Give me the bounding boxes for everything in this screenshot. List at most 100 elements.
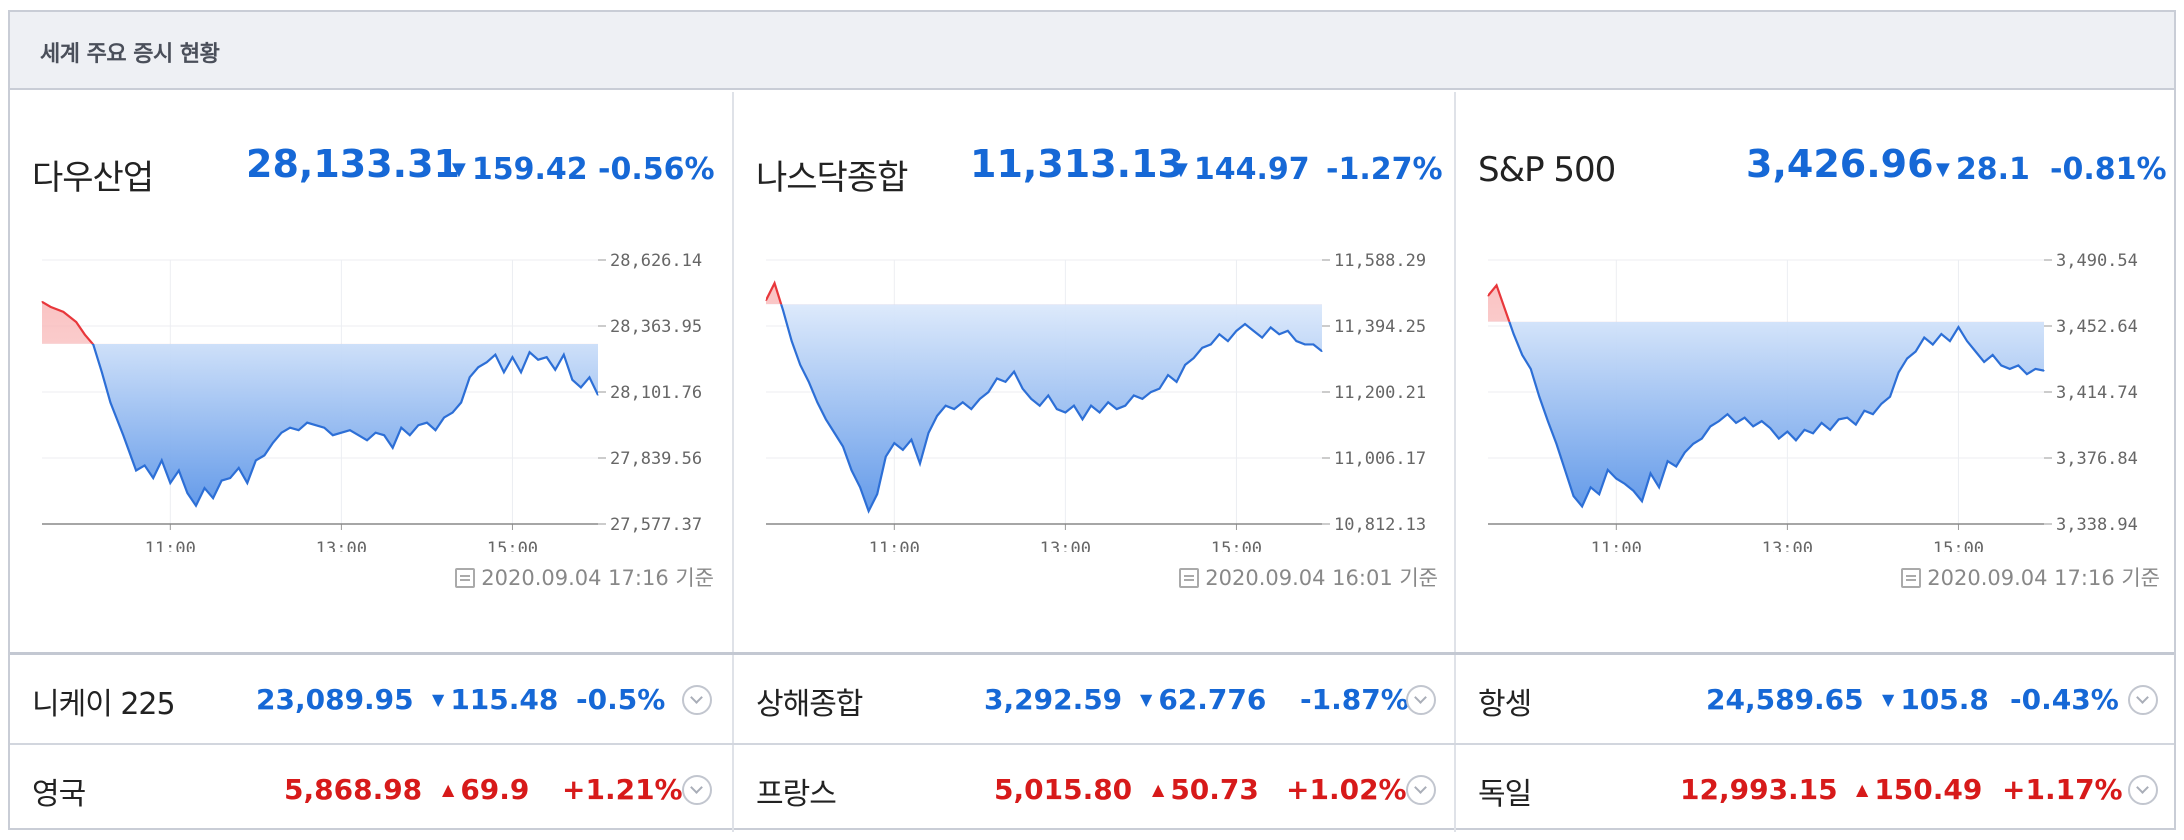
index-panel-dow[interactable]: 다우산업 28,133.31 ▼ 159.42 -0.56% 28,626.14 2…: [10, 92, 732, 652]
data-point: [893, 442, 895, 444]
index-row[interactable]: 독일 12,993.15 ▲ 150.49 +1.17%: [1456, 745, 2178, 833]
index-row[interactable]: 니케이 225 23,089.95 ▼ 115.48 -0.5%: [10, 655, 732, 743]
data-point: [868, 510, 870, 512]
data-point: [84, 333, 86, 336]
data-point: [1030, 398, 1032, 400]
index-panel-sp500[interactable]: S&P 500 3,426.96 ▼ 28.1 -0.81% 3,490.54 3,…: [1456, 92, 2178, 652]
row-divider: [10, 743, 2174, 745]
data-point: [1193, 357, 1195, 359]
data-point: [1004, 381, 1007, 383]
data-point: [92, 344, 94, 346]
index-change-percent: -0.56%: [598, 152, 715, 187]
expand-chevron-icon[interactable]: [2128, 775, 2158, 805]
index-change-percent: -0.81%: [2050, 152, 2167, 187]
y-tick-label: 3,376.84: [2056, 449, 2138, 469]
data-point: [1701, 437, 1703, 440]
data-point: [970, 408, 972, 410]
data-point: [135, 469, 137, 472]
data-point: [1786, 431, 1788, 433]
y-tick-label: 3,338.94: [2056, 515, 2138, 535]
data-point: [1270, 326, 1272, 329]
data-point: [451, 411, 454, 414]
data-point: [49, 306, 52, 308]
data-point: [101, 371, 103, 373]
data-point: [1641, 500, 1643, 502]
index-chart: 11,588.29 11,394.25 11,200.21 11,006.17 10,8…: [765, 251, 1426, 552]
index-chart: 3,490.54 3,452.64 3,414.74 3,376.84 3,338.94…: [1487, 251, 2138, 552]
data-point: [1718, 420, 1720, 422]
data-point: [1744, 417, 1746, 419]
expand-chevron-icon[interactable]: [2128, 685, 2158, 715]
asof-label: 2020.09.04 17:16 기준: [1901, 562, 2160, 592]
index-name: 나스닥종합: [756, 158, 908, 198]
data-point: [1564, 469, 1566, 471]
data-point: [1684, 451, 1686, 454]
index-row[interactable]: 상해종합 3,292.59 ▼ 62.776 -1.87%: [734, 655, 1456, 743]
data-point: [1107, 401, 1109, 403]
x-tick-label: 13:00: [1762, 539, 1813, 552]
index-price: 12,993.15: [1680, 773, 1838, 806]
index-row[interactable]: 항셍 24,589.65 ▼ 105.8 -0.43%: [1456, 655, 2178, 743]
data-point: [936, 415, 938, 417]
index-price: 3,292.59: [984, 683, 1123, 716]
data-point: [859, 486, 861, 488]
data-point: [910, 439, 913, 441]
data-point: [417, 424, 419, 426]
triangle-down-icon: ▼: [1882, 690, 1895, 709]
index-row[interactable]: 프랑스 5,015.80 ▲ 50.73 +1.02%: [734, 745, 1456, 833]
data-point: [1709, 425, 1711, 427]
y-tick-label: 27,839.56: [610, 449, 702, 469]
data-point: [203, 487, 206, 489]
index-change: ▲ 69.9: [442, 773, 530, 806]
index-change: ▼ 105.8: [1882, 683, 1989, 716]
data-point: [1013, 371, 1015, 373]
index-panel-nasdaq[interactable]: 나스닥종합 11,313.13 ▼ 144.97 -1.27% 11,588.29…: [734, 92, 1456, 652]
data-point: [1880, 403, 1883, 405]
data-point: [791, 340, 793, 342]
data-point: [229, 477, 231, 479]
data-point: [842, 445, 844, 448]
expand-chevron-icon[interactable]: [1406, 685, 1436, 715]
data-point: [469, 376, 471, 378]
widget-header: 세계 주요 증시 현황: [10, 12, 2174, 90]
data-point: [1047, 394, 1049, 397]
data-point: [2017, 364, 2019, 367]
data-point: [306, 422, 308, 424]
data-point: [953, 408, 955, 410]
data-point: [1116, 408, 1118, 410]
data-point: [1184, 364, 1186, 366]
data-point: [340, 432, 342, 434]
data-point: [161, 459, 163, 462]
data-point: [1769, 427, 1771, 429]
index-change: ▲ 50.73: [1152, 773, 1259, 806]
index-price: 24,589.65: [1706, 683, 1864, 716]
data-point: [1487, 295, 1489, 297]
data-point: [486, 361, 488, 363]
expand-chevron-icon[interactable]: [682, 685, 712, 715]
index-name: 영국: [32, 777, 86, 812]
data-point: [1692, 443, 1694, 445]
data-point: [1555, 443, 1558, 445]
expand-chevron-icon[interactable]: [1406, 775, 1436, 805]
area-fill-above: [1488, 285, 1510, 322]
data-point: [1897, 371, 1900, 373]
data-point: [332, 434, 334, 436]
data-point: [799, 364, 801, 366]
index-row[interactable]: 영국 5,868.98 ▲ 69.9 +1.21%: [10, 745, 732, 833]
y-tick-label: 11,394.25: [1334, 317, 1426, 337]
data-point: [1932, 343, 1934, 346]
data-point: [1261, 337, 1263, 339]
y-tick-label: 10,812.13: [1334, 515, 1426, 535]
triangle-down-icon: ▼: [452, 159, 466, 180]
data-point: [1667, 460, 1669, 462]
index-change: ▼ 115.48: [432, 683, 559, 716]
index-name: 프랑스: [756, 777, 837, 812]
data-point: [1974, 350, 1977, 353]
data-point: [1992, 354, 1994, 356]
data-point: [1538, 396, 1540, 398]
data-point: [400, 427, 402, 429]
data-point: [289, 427, 291, 429]
data-point: [571, 379, 573, 381]
series-line-below: [1508, 321, 2044, 509]
expand-chevron-icon[interactable]: [682, 775, 712, 805]
